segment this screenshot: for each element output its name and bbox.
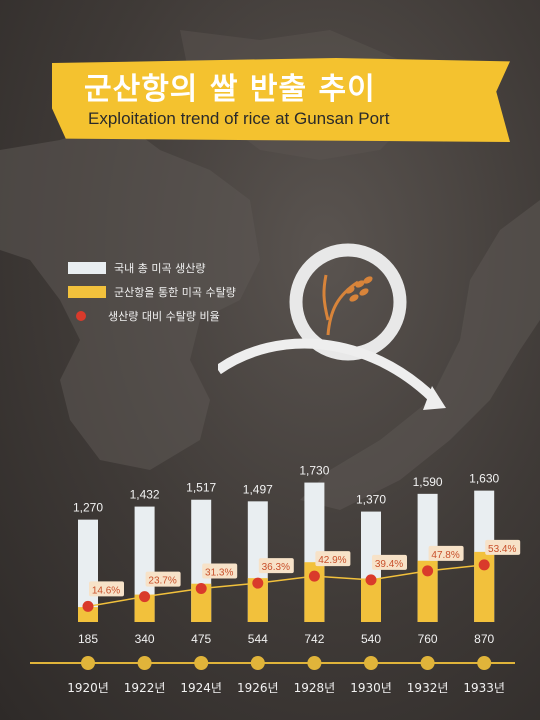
timeline-dot [81, 656, 95, 670]
timeline-dot [364, 656, 378, 670]
ratio-dot [308, 570, 320, 582]
production-value-label: 1,590 [413, 475, 443, 489]
timeline-dot [137, 656, 152, 670]
ratio-line [87, 564, 485, 608]
production-bar [78, 519, 98, 622]
ratio-label-box [372, 554, 407, 570]
production-value-label: 1,497 [243, 482, 273, 496]
exported-bar [134, 594, 155, 622]
ratio-value-label: 31.3% [205, 568, 233, 579]
year-tick-label: 1924년 [180, 681, 222, 695]
production-value-label: 1,370 [356, 493, 386, 507]
exported-value-label: 742 [304, 632, 324, 646]
exported-bar [474, 551, 495, 622]
legend-label-ratio: 생산량 대비 수탈량 비율 [108, 310, 220, 323]
exported-value-label: 475 [191, 632, 211, 646]
ratio-label-box [202, 563, 238, 579]
year-tick-label: 1933년 [463, 681, 505, 695]
production-value-label: 1,432 [130, 488, 160, 502]
ratio-value-label: 39.4% [375, 559, 403, 570]
production-value-label: 1,630 [469, 472, 499, 486]
exported-bar [417, 560, 438, 622]
timeline-dot [307, 656, 322, 670]
ratio-dot [252, 577, 264, 589]
year-tick-label: 1928년 [294, 681, 336, 695]
ratio-value-label: 47.8% [431, 550, 459, 561]
exported-value-label: 544 [248, 632, 268, 646]
exported-bar [78, 607, 98, 622]
year-tick-label: 1930년 [350, 681, 392, 695]
ratio-dot [82, 600, 94, 612]
ratio-label-box [485, 539, 521, 555]
legend-label-exported: 군산항을 통한 미곡 수탈량 [114, 286, 236, 299]
ratio-dot [478, 559, 490, 571]
legend-item-exported: 군산항을 통한 미곡 수탈량 [68, 280, 236, 304]
production-bar [134, 506, 155, 622]
legend-swatch-production [68, 262, 106, 274]
year-tick-label: 1932년 [407, 681, 449, 695]
year-tick-label: 1920년 [67, 681, 109, 695]
ratio-dot [365, 574, 377, 586]
ratio-label-box [89, 581, 124, 597]
production-value-label: 1,517 [186, 481, 216, 495]
timeline-dot [420, 656, 435, 670]
legend-label-production: 국내 총 미곡 생산량 [114, 262, 206, 275]
exported-value-label: 760 [418, 632, 438, 646]
ratio-value-label: 42.9% [318, 555, 346, 566]
page-subtitle: Exploitation trend of rice at Gunsan Por… [88, 109, 390, 128]
ratio-dot [195, 583, 207, 595]
legend-swatch-exported [68, 286, 106, 298]
exported-bar [247, 578, 268, 622]
production-value-label: 1,270 [73, 501, 103, 515]
year-tick-label: 1926년 [237, 681, 279, 695]
ratio-dot [422, 565, 434, 577]
legend-dot-ratio [76, 311, 86, 321]
page-title: 군산항의 쌀 반출 추이 [84, 72, 376, 107]
ratio-label-box [315, 551, 351, 567]
exported-bar [191, 583, 212, 622]
rice-magnifier-icon [218, 243, 446, 410]
ratio-dot [139, 591, 151, 603]
exported-value-label: 540 [361, 632, 381, 646]
year-tick-label: 1922년 [124, 681, 166, 695]
ratio-value-label: 23.7% [148, 576, 176, 587]
legend-item-production: 국내 총 미곡 생산량 [68, 256, 236, 280]
exported-bar [361, 578, 381, 622]
timeline-dot [250, 656, 265, 670]
legend: 국내 총 미곡 생산량 군산항을 통한 미곡 수탈량 생산량 대비 수탈량 비율 [68, 256, 236, 328]
ratio-label-box [428, 545, 464, 561]
ratio-value-label: 53.4% [488, 544, 516, 555]
exported-value-label: 185 [78, 632, 98, 646]
ratio-value-label: 14.6% [92, 585, 120, 596]
timeline-dot [477, 656, 492, 670]
exported-value-label: 340 [135, 632, 155, 646]
timeline-dot [194, 656, 209, 670]
ratio-label-box [258, 558, 294, 574]
production-value-label: 1,730 [299, 464, 329, 478]
exported-value-label: 870 [474, 632, 494, 646]
ratio-value-label: 36.3% [262, 562, 290, 573]
ratio-label-box [145, 571, 181, 587]
legend-item-ratio: 생산량 대비 수탈량 비율 [68, 304, 236, 328]
title-banner [52, 58, 510, 142]
